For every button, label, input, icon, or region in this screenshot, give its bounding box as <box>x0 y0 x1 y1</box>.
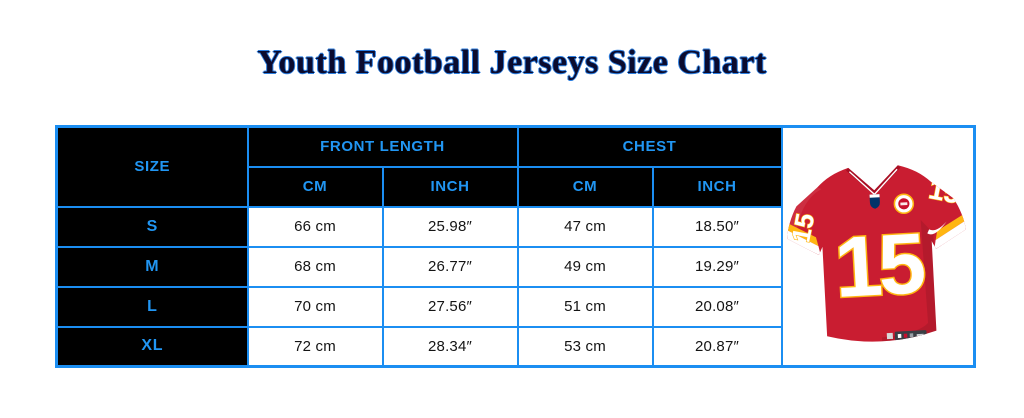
right-shoulder-number: 15 <box>926 173 962 209</box>
front-length-cm-cell: 70 cm <box>246 285 384 328</box>
chest-inch-cell: 18.50″ <box>651 205 783 248</box>
left-sleeve-white-stripe <box>784 228 822 256</box>
chest-inch-cell: 20.87″ <box>651 325 783 368</box>
unit-header-front-cm: CM <box>246 165 384 208</box>
column-header-chest: CHEST <box>516 125 783 168</box>
unit-header-chest-cm: CM <box>516 165 654 208</box>
front-length-inch-cell: 28.34″ <box>381 325 519 368</box>
left-shoulder-number: 15 <box>788 211 821 245</box>
table-row-m: M 68 cm 26.77″ 49 cm 19.29″ <box>55 245 975 288</box>
right-sleeve-white-stripe <box>934 218 968 250</box>
jersey-illustration: 15 15 <box>783 161 969 345</box>
chest-inch-cell: 20.08″ <box>651 285 783 328</box>
front-length-cm-cell: 66 cm <box>246 205 384 248</box>
table-row-l: L 70 cm 27.56″ 51 cm 20.08″ <box>55 285 975 328</box>
left-sleeve-gold-stripe <box>783 220 819 246</box>
unit-header-front-inch: INCH <box>381 165 519 208</box>
column-header-size: SIZE <box>55 125 249 208</box>
front-length-inch-cell: 25.98″ <box>381 205 519 248</box>
jersey-body <box>787 164 967 342</box>
chest-cm-cell: 47 cm <box>516 205 654 248</box>
size-chart-table: SIZE FRONT LENGTH CHEST <box>55 125 977 368</box>
chest-cm-cell: 51 cm <box>516 285 654 328</box>
collar-seam <box>850 161 897 167</box>
jersey-product-image: 15 15 <box>780 125 976 368</box>
table-row-xl: XL 72 cm 28.34″ 53 cm 20.87″ <box>55 325 975 368</box>
front-length-inch-cell: 27.56″ <box>381 285 519 328</box>
chest-inch-cell: 19.29″ <box>651 245 783 288</box>
unit-header-chest-inch: INCH <box>651 165 783 208</box>
page-title: Youth Football Jerseys Size Chart <box>257 44 767 81</box>
size-cell: S <box>55 205 249 248</box>
size-cell: L <box>55 285 249 328</box>
front-length-cm-cell: 68 cm <box>246 245 384 288</box>
size-cell: M <box>55 245 249 288</box>
team-patch <box>893 193 915 214</box>
table-row-s: S 66 cm 25.98″ 47 cm 18.50″ <box>55 205 975 248</box>
front-length-cm-cell: 72 cm <box>246 325 384 368</box>
chest-cm-cell: 49 cm <box>516 245 654 288</box>
front-length-inch-cell: 26.77″ <box>381 245 519 288</box>
chest-cm-cell: 53 cm <box>516 325 654 368</box>
right-sleeve-gold-stripe <box>935 210 969 240</box>
size-cell: XL <box>55 325 249 368</box>
column-header-front-length: FRONT LENGTH <box>246 125 519 168</box>
nike-swoosh-icon <box>927 220 947 234</box>
chest-number: 15 <box>832 216 926 316</box>
nfl-shield-logo <box>869 193 881 209</box>
